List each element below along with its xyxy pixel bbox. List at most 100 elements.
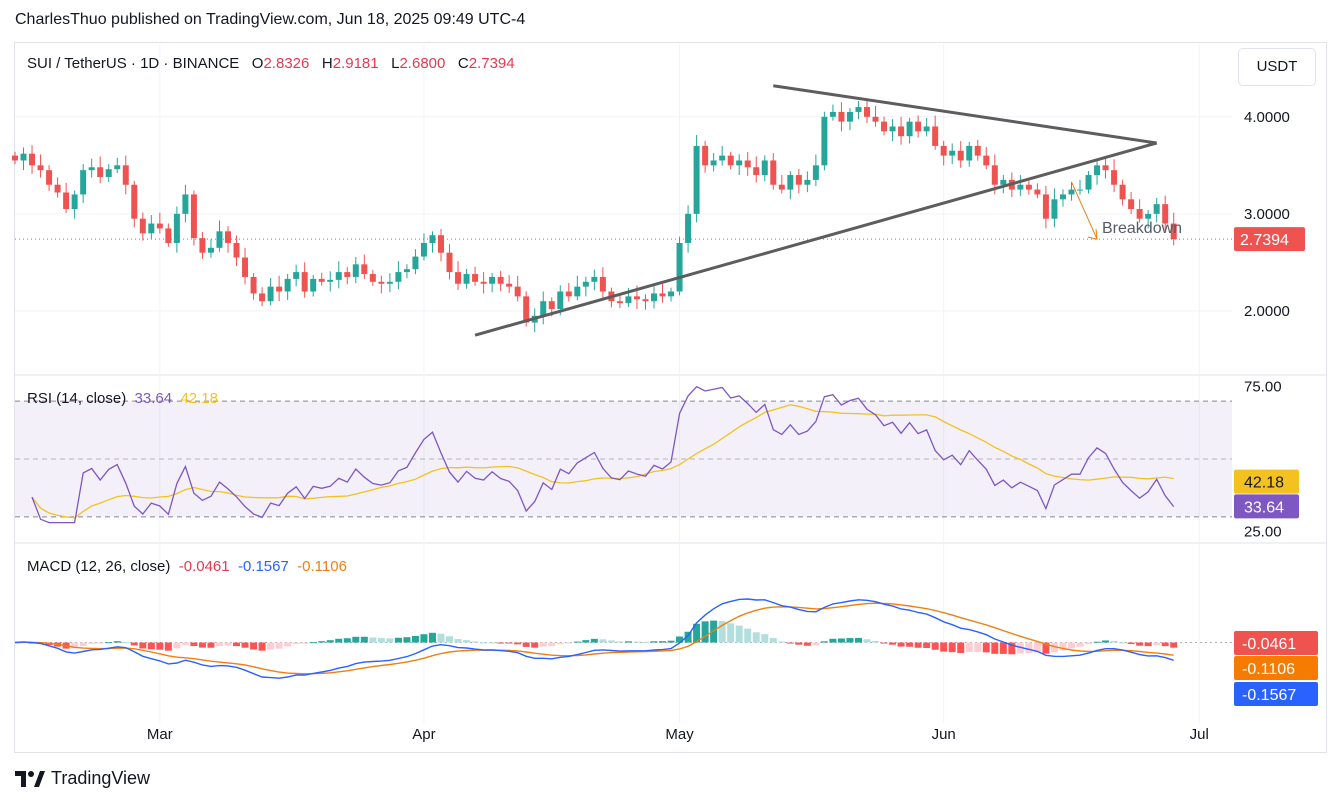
macd-histogram-bar	[318, 641, 326, 643]
candle-body	[1111, 170, 1118, 185]
macd-histogram-bar	[837, 638, 845, 643]
macd-histogram-bar	[880, 642, 888, 644]
candle-body	[676, 242, 683, 292]
rsi-legend-value: 33.64	[134, 390, 173, 407]
candle-body	[1094, 165, 1101, 176]
macd-histogram-bar	[863, 639, 871, 643]
macd-histogram-bar	[1016, 642, 1024, 654]
macd-histogram-bar	[701, 621, 709, 643]
candle-body	[1153, 204, 1160, 214]
macd-histogram-bar	[803, 642, 811, 646]
candle-body	[190, 194, 197, 239]
macd-histogram-bar	[488, 642, 496, 644]
macd-histogram-bar	[735, 625, 743, 643]
macd-histogram-bar	[965, 642, 973, 653]
rsi-ma-badge-label: 42.18	[1244, 475, 1284, 492]
candle-body	[310, 278, 317, 292]
candle-body	[165, 228, 172, 243]
rsi-badge	[1234, 494, 1299, 519]
macd-histogram-bar	[769, 638, 777, 643]
candle-body	[829, 111, 836, 117]
macd-hist-legend-value: -0.0461	[178, 558, 230, 575]
macd-histogram-bar	[360, 636, 368, 643]
currency-button[interactable]: USDT	[1238, 48, 1316, 86]
candle-body	[207, 247, 214, 253]
macd-histogram-bar	[437, 633, 445, 643]
macd-histogram-bar	[463, 640, 471, 643]
candle-body	[148, 223, 155, 234]
macd-histogram-bar	[940, 642, 948, 652]
macd-histogram-bar	[1076, 642, 1084, 647]
candle-body	[966, 145, 973, 161]
candle-body	[1145, 213, 1152, 219]
macd-histogram-bar	[1127, 642, 1135, 645]
macd-histogram-bar	[301, 642, 309, 644]
macd-histogram-bar	[539, 642, 547, 647]
trendline	[773, 84, 1157, 145]
macd-hist-badge	[1234, 631, 1318, 655]
candle-body	[616, 301, 623, 304]
candle-body	[63, 192, 70, 209]
candle-body	[1068, 189, 1075, 195]
candle-body	[514, 286, 521, 297]
x-tick-label: Mar	[147, 726, 173, 743]
candle-body	[625, 296, 632, 304]
candle-body	[983, 155, 990, 166]
candle-body	[642, 299, 649, 302]
candle-body	[156, 223, 163, 229]
macd-histogram-bar	[454, 639, 462, 643]
candle-body	[378, 281, 385, 284]
candle-body	[1059, 194, 1066, 200]
macd-histogram-bar	[1170, 642, 1178, 648]
macd-histogram-bar	[258, 642, 266, 651]
macd-histogram-bar	[198, 642, 206, 648]
candle-body	[957, 150, 964, 161]
low-value: 2.6800	[399, 55, 446, 72]
macd-histogram-bar	[991, 642, 999, 654]
rsi-tick-label: 25.00	[1244, 523, 1282, 540]
candle-body	[1077, 189, 1083, 191]
rsi-ma-legend-value: 42.18	[180, 390, 218, 407]
macd-histogram-bar	[1025, 642, 1033, 654]
macd-histogram-bar	[284, 642, 292, 647]
last-price-badge	[1234, 227, 1305, 252]
macd-histogram-bar	[471, 641, 479, 643]
candle-body	[633, 296, 640, 300]
candle-body	[1034, 189, 1041, 195]
signal-legend-value: -0.1106	[297, 558, 347, 575]
macd-histogram-bar	[71, 642, 79, 649]
candle-body	[37, 165, 44, 171]
macd-histogram-bar	[326, 640, 334, 643]
candle-body	[455, 272, 462, 284]
macd-histogram-bar	[556, 642, 564, 645]
macd-histogram-bar	[130, 642, 138, 646]
macd-histogram-bar	[241, 642, 249, 648]
candle-body	[855, 107, 862, 112]
candle-body	[923, 126, 930, 132]
candle-body	[438, 235, 444, 253]
candle-body	[276, 286, 283, 292]
signal-line	[14, 602, 1174, 675]
candle-body	[668, 291, 675, 297]
price-tick-label: 2.0000	[1244, 303, 1290, 320]
macd-legend-value: -0.1567	[237, 558, 289, 575]
macd-histogram-bar	[752, 632, 760, 643]
macd-histogram-bar	[761, 634, 769, 643]
candle-body	[685, 213, 692, 243]
candle-body	[838, 111, 845, 122]
x-tick-label: Jul	[1190, 726, 1209, 743]
macd-histogram-bar	[948, 642, 956, 653]
macd-histogram-bar	[641, 641, 649, 643]
candle-body	[761, 160, 768, 176]
macd-histogram-bar	[974, 642, 982, 652]
candle-body	[582, 281, 589, 287]
macd-histogram-bar	[147, 642, 155, 650]
macd-histogram-bar	[335, 638, 343, 643]
rsi-badge-label: 33.64	[1244, 499, 1284, 516]
candle-body	[1025, 184, 1032, 190]
candle-body	[497, 276, 504, 284]
candle-body	[386, 281, 393, 284]
candle-body	[1042, 194, 1049, 219]
candle-body	[88, 167, 95, 171]
